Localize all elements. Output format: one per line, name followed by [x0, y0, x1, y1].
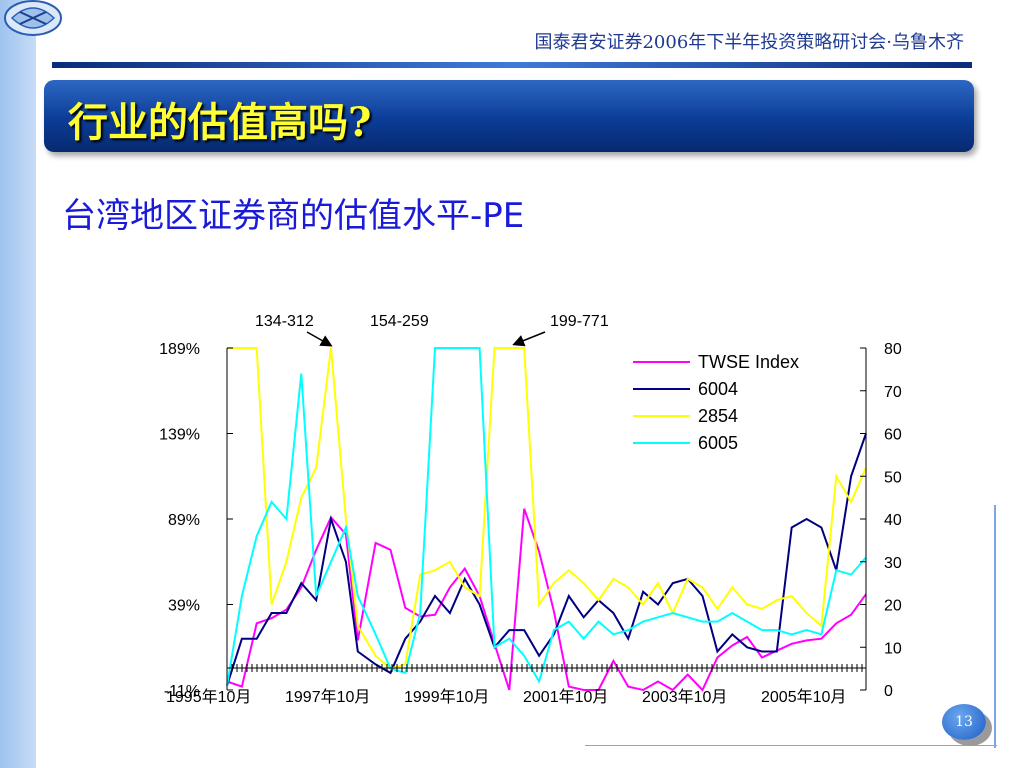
left-tick-label: -11% — [164, 683, 200, 700]
x-tick-label: 1999年10月 — [404, 688, 489, 706]
series-line-6005 — [226, 347, 867, 686]
range-annotation: 154-259 — [370, 313, 429, 330]
right-tick-label: 70 — [884, 384, 902, 401]
x-tick-label: 2001年10月 — [523, 688, 608, 706]
range-annotation: 199-771 — [550, 313, 609, 330]
decorative-horizontal-line — [585, 745, 997, 746]
range-annotation: 134-312 — [255, 313, 314, 330]
page-number-badge: 13 — [942, 704, 986, 740]
right-tick-label: 60 — [884, 427, 902, 444]
right-tick-label: 20 — [884, 598, 902, 615]
annotation-arrow — [512, 331, 546, 347]
slide-title: 行业的估值高吗? — [68, 99, 372, 146]
slide-subtitle: 台湾地区证券商的估值水平-PE — [62, 196, 525, 236]
right-tick-label: 10 — [884, 640, 902, 657]
conference-title: 国泰君安证券2006年下半年投资策略研讨会·乌鲁木齐 — [534, 32, 964, 53]
annotation-arrow — [306, 331, 333, 347]
right-tick-label: 40 — [884, 512, 902, 529]
legend-label: 2854 — [698, 406, 738, 426]
x-tick-label: 1997年10月 — [285, 688, 370, 706]
legend-label: 6005 — [698, 433, 738, 453]
right-tick-label: 30 — [884, 555, 902, 572]
x-tick-label: 2005年10月 — [761, 688, 846, 706]
series-line-twse-index — [226, 508, 867, 692]
left-tick-label: 89% — [168, 512, 200, 529]
left-accent-bar — [0, 0, 36, 768]
legend-label: TWSE Index — [698, 352, 799, 372]
header-divider — [52, 62, 972, 68]
series-line-6004 — [226, 433, 867, 687]
left-tick-label: 39% — [168, 598, 200, 615]
left-tick-label: 189% — [159, 341, 200, 358]
x-tick-label: 1995年10月 — [166, 688, 251, 706]
decorative-vertical-line — [994, 505, 996, 748]
right-tick-label: 0 — [884, 683, 893, 700]
title-banner: 行业的估值高吗? — [44, 80, 974, 152]
right-tick-label: 50 — [884, 469, 902, 486]
left-tick-label: 139% — [159, 427, 200, 444]
right-tick-label: 80 — [884, 341, 902, 358]
company-logo-icon — [4, 0, 62, 36]
series-line-2854 — [227, 347, 867, 670]
legend-label: 6004 — [698, 379, 738, 399]
x-tick-label: 2003年10月 — [642, 688, 727, 706]
